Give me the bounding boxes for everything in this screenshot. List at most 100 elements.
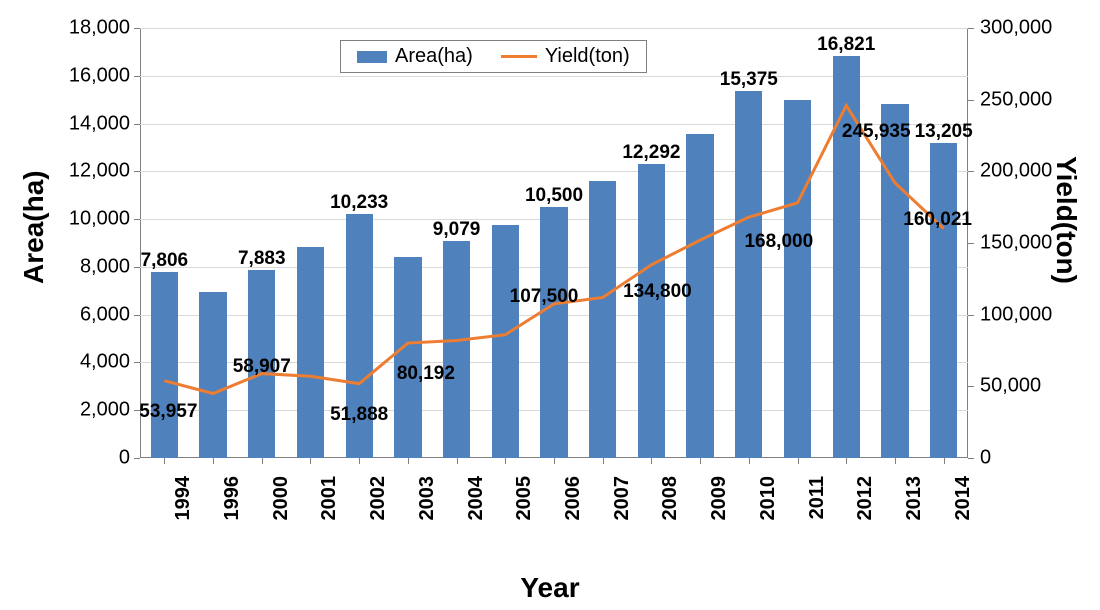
plot-area: 7,806 7,883 10,233 9,079 10,500 12,292 15,375 1… bbox=[140, 28, 968, 458]
x-tick-mark bbox=[359, 458, 360, 464]
legend-label-bar: Area(ha) bbox=[395, 45, 473, 68]
x-tick-mark bbox=[749, 458, 750, 464]
y2-axis-title: Yield(ton) bbox=[1050, 156, 1082, 284]
y1-tick-mark bbox=[134, 267, 140, 268]
x-tick-mark bbox=[457, 458, 458, 464]
x-tick-mark bbox=[213, 458, 214, 464]
line-data-label: 160,021 bbox=[903, 209, 972, 231]
y1-tick-label: 6,000 bbox=[80, 303, 130, 326]
y1-tick-mark bbox=[134, 458, 140, 459]
y2-tick-label: 50,000 bbox=[980, 375, 1041, 398]
legend-item-line: Yield(ton) bbox=[501, 45, 630, 68]
legend-label-line: Yield(ton) bbox=[545, 45, 630, 68]
legend-item-bar: Area(ha) bbox=[357, 45, 473, 68]
y1-tick-mark bbox=[134, 410, 140, 411]
x-tick-mark bbox=[846, 458, 847, 464]
x-tick-mark bbox=[505, 458, 506, 464]
y2-tick-label: 100,000 bbox=[980, 303, 1052, 326]
bar-data-label: 16,821 bbox=[817, 34, 875, 56]
y1-tick-label: 2,000 bbox=[80, 399, 130, 422]
y1-tick-mark bbox=[134, 76, 140, 77]
x-tick-mark bbox=[262, 458, 263, 464]
y1-tick-label: 4,000 bbox=[80, 351, 130, 374]
y2-tick-mark bbox=[968, 28, 974, 29]
x-tick-label: 2005 bbox=[513, 476, 536, 521]
x-tick-label: 2012 bbox=[854, 476, 877, 521]
y1-axis-title: Area(ha) bbox=[18, 170, 50, 284]
x-axis-title: Year bbox=[520, 572, 579, 604]
x-tick-label: 2001 bbox=[318, 476, 341, 521]
y2-tick-label: 150,000 bbox=[980, 232, 1052, 255]
x-tick-mark bbox=[408, 458, 409, 464]
y2-tick-mark bbox=[968, 171, 974, 172]
x-tick-label: 2011 bbox=[806, 476, 829, 519]
x-tick-label: 2010 bbox=[757, 476, 780, 521]
y1-tick-label: 18,000 bbox=[69, 17, 130, 40]
x-tick-mark bbox=[700, 458, 701, 464]
y1-tick-mark bbox=[134, 28, 140, 29]
x-tick-mark bbox=[651, 458, 652, 464]
bar-data-label: 10,500 bbox=[525, 185, 583, 207]
x-tick-mark bbox=[798, 458, 799, 464]
line-data-label: 245,935 bbox=[842, 121, 911, 143]
x-tick-label: 2003 bbox=[416, 476, 439, 521]
y1-tick-label: 14,000 bbox=[69, 112, 130, 135]
line-data-label: 134,800 bbox=[623, 281, 692, 303]
line-data-label: 53,957 bbox=[139, 401, 197, 423]
bar-data-label: 7,806 bbox=[141, 250, 189, 272]
bar-data-label: 13,205 bbox=[915, 121, 973, 143]
x-tick-mark bbox=[944, 458, 945, 464]
legend: Area(ha) Yield(ton) bbox=[340, 40, 647, 73]
x-tick-mark bbox=[164, 458, 165, 464]
y1-tick-label: 16,000 bbox=[69, 64, 130, 87]
y1-tick-label: 12,000 bbox=[69, 160, 130, 183]
y1-tick-label: 0 bbox=[119, 447, 130, 470]
x-tick-labels: 1994 1996 2000 2001 2002 2003 2004 2005 2006 2007… bbox=[140, 468, 968, 558]
x-tick-label: 2008 bbox=[659, 476, 682, 521]
line-data-label: 107,500 bbox=[510, 286, 579, 308]
y1-tick-mark bbox=[134, 219, 140, 220]
line-data-label: 80,192 bbox=[397, 363, 455, 385]
x-tick-label: 2002 bbox=[367, 476, 390, 521]
x-tick-mark bbox=[603, 458, 604, 464]
y2-tick-mark bbox=[968, 386, 974, 387]
line-data-label: 168,000 bbox=[744, 231, 813, 253]
x-tick-label: 1994 bbox=[172, 476, 195, 521]
y1-tick-mark bbox=[134, 171, 140, 172]
x-tick-label: 2006 bbox=[562, 476, 585, 521]
y2-tick-mark bbox=[968, 458, 974, 459]
line-data-label: 58,907 bbox=[233, 356, 291, 378]
x-tick-mark bbox=[310, 458, 311, 464]
y1-tick-mark bbox=[134, 315, 140, 316]
y1-tick-label: 8,000 bbox=[80, 255, 130, 278]
x-tick-label: 2004 bbox=[465, 476, 488, 521]
line-series bbox=[140, 28, 968, 458]
x-tick-label: 2007 bbox=[611, 476, 634, 521]
y1-tick-mark bbox=[134, 124, 140, 125]
x-tick-label: 1996 bbox=[221, 476, 244, 521]
x-tick-label: 2009 bbox=[708, 476, 731, 521]
bar-data-label: 12,292 bbox=[622, 142, 680, 164]
x-tick-mark bbox=[554, 458, 555, 464]
y1-tick-mark bbox=[134, 362, 140, 363]
x-tick-label: 2000 bbox=[270, 476, 293, 521]
y2-tick-label: 0 bbox=[980, 447, 991, 470]
y2-tick-label: 250,000 bbox=[980, 88, 1052, 111]
y2-tick-mark bbox=[968, 315, 974, 316]
legend-swatch-bar bbox=[357, 51, 387, 63]
bar-data-label: 7,883 bbox=[238, 248, 286, 270]
x-tick-mark bbox=[895, 458, 896, 464]
bar-data-label: 9,079 bbox=[433, 219, 481, 241]
y2-tick-label: 200,000 bbox=[980, 160, 1052, 183]
legend-swatch-line bbox=[501, 55, 537, 58]
y2-tick-label: 300,000 bbox=[980, 17, 1052, 40]
y2-tick-mark bbox=[968, 243, 974, 244]
y1-tick-label: 10,000 bbox=[69, 208, 130, 231]
bar-data-label: 15,375 bbox=[720, 69, 778, 91]
x-tick-label: 2013 bbox=[903, 476, 926, 521]
area-yield-chart: Area(ha) Yield(ton) Year 7,806 7,883 10,23… bbox=[0, 0, 1100, 610]
x-tick-label: 2014 bbox=[952, 476, 975, 521]
bar-data-label: 10,233 bbox=[330, 192, 388, 214]
y2-tick-mark bbox=[968, 100, 974, 101]
line-data-label: 51,888 bbox=[330, 404, 388, 426]
